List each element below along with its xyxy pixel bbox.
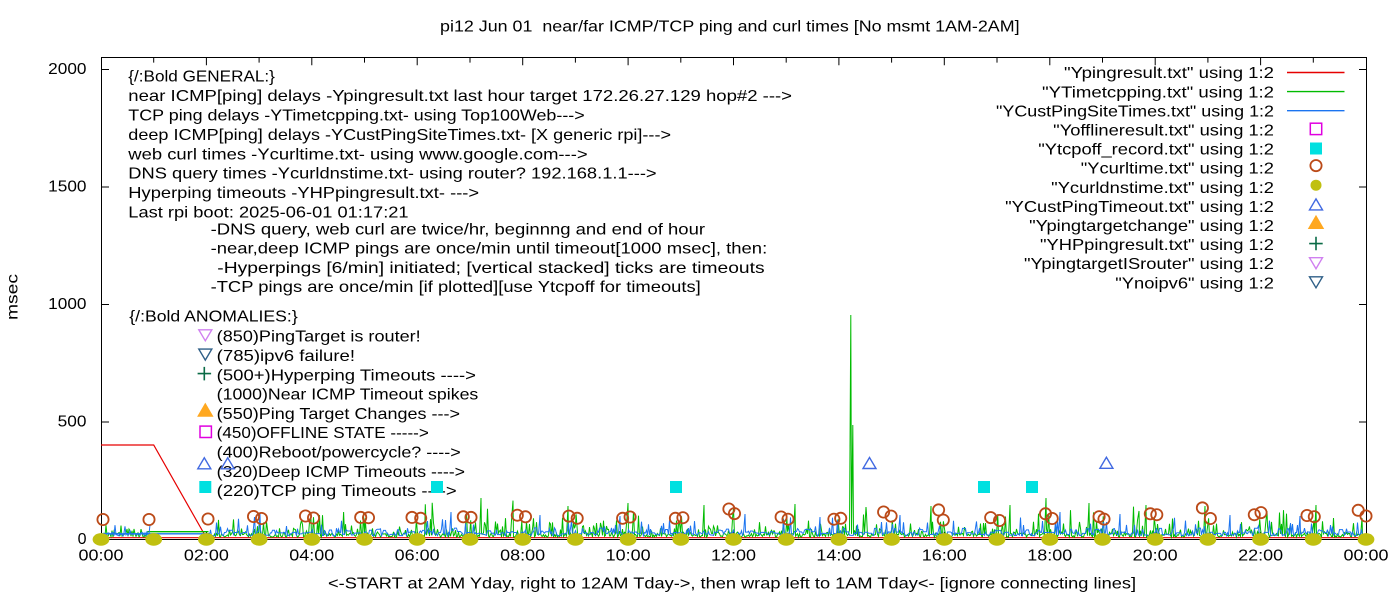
svg-text:(1000)Near ICMP Timeout spikes: (1000)Near ICMP Timeout spikes	[217, 387, 479, 404]
svg-text:2000: 2000	[48, 61, 86, 78]
svg-text:16:00: 16:00	[922, 547, 967, 564]
svg-text:"YCustPingSiteTimes.txt" using: "YCustPingSiteTimes.txt" using 1:2	[996, 103, 1274, 120]
svg-text:(785)ipv6 failure!: (785)ipv6 failure!	[217, 348, 355, 365]
svg-text:DNS query times -Ycurldnstime.: DNS query times -Ycurldnstime.txt- using…	[128, 166, 656, 183]
svg-text:msec: msec	[4, 274, 21, 320]
svg-text:02:00: 02:00	[184, 547, 229, 564]
svg-text:"Ypingresult.txt" using 1:2: "Ypingresult.txt" using 1:2	[1064, 65, 1274, 82]
svg-text:(400)Reboot/powercycle? ---->: (400)Reboot/powercycle? ---->	[217, 445, 461, 462]
svg-text:(850)PingTarget is router!: (850)PingTarget is router!	[217, 329, 421, 346]
svg-text:04:00: 04:00	[289, 547, 334, 564]
svg-text:08:00: 08:00	[500, 547, 545, 564]
svg-text:12:00: 12:00	[711, 547, 756, 564]
svg-text:(450)OFFLINE STATE ----->: (450)OFFLINE STATE ----->	[217, 425, 429, 442]
svg-text:deep ICMP[ping] delays -YCustP: deep ICMP[ping] delays -YCustPingSiteTim…	[128, 127, 671, 144]
svg-text:"Ycurldnstime.txt" using 1:2: "Ycurldnstime.txt" using 1:2	[1051, 180, 1274, 197]
svg-text:{/:Bold ANOMALIES:}: {/:Bold ANOMALIES:}	[129, 308, 298, 325]
svg-text:-DNS query, web curl are twice: -DNS query, web curl are twice/hr, begin…	[211, 221, 706, 238]
svg-text:"YTimetcpping.txt" using 1:2: "YTimetcpping.txt" using 1:2	[1042, 84, 1274, 101]
svg-text:{/:Bold GENERAL:}: {/:Bold GENERAL:}	[128, 69, 275, 86]
svg-text:06:00: 06:00	[395, 547, 440, 564]
svg-text:<-START at 2AM Yday, right to: <-START at 2AM Yday, right to 12AM Tday-…	[328, 575, 1136, 592]
svg-text:1500: 1500	[48, 178, 86, 195]
svg-text:-Hyperpings [6/min] initiated;: -Hyperpings [6/min] initiated; [vertical…	[217, 260, 764, 277]
svg-text:14:00: 14:00	[816, 547, 861, 564]
svg-text:"Ypingtargetchange" using 1:2: "Ypingtargetchange" using 1:2	[1029, 218, 1274, 235]
svg-text:Hyperping timeouts -YHPpingres: Hyperping timeouts -YHPpingresult.txt- -…	[128, 185, 479, 202]
svg-text:1000: 1000	[48, 296, 86, 313]
svg-text:"YpingtargetISrouter" using 1:: "YpingtargetISrouter" using 1:2	[1024, 256, 1274, 273]
svg-text:10:00: 10:00	[606, 547, 651, 564]
svg-text:500: 500	[58, 413, 87, 430]
svg-text:"Ynoipv6" using 1:2: "Ynoipv6" using 1:2	[1115, 275, 1274, 292]
svg-text:22:00: 22:00	[1238, 547, 1283, 564]
svg-text:TCP ping delays -YTimetcpping.: TCP ping delays -YTimetcpping.txt- using…	[128, 108, 584, 125]
svg-text:-TCP pings are once/min [if pl: -TCP pings are once/min [if plotted][use…	[211, 279, 701, 296]
svg-text:"Yofflineresult.txt" using 1:2: "Yofflineresult.txt" using 1:2	[1053, 123, 1274, 140]
svg-text:00:00: 00:00	[1344, 547, 1389, 564]
svg-text:pi12 Jun 01 near/far ICMP/TCP: pi12 Jun 01 near/far ICMP/TCP ping and c…	[440, 18, 1020, 35]
svg-text:(320)Deep ICMP Timeouts ---->: (320)Deep ICMP Timeouts ---->	[217, 464, 465, 481]
svg-text:near ICMP[ping] delays -Ypingr: near ICMP[ping] delays -Ypingresult.txt …	[128, 88, 792, 105]
svg-text:"YHPpingresult.txt" using 1:2: "YHPpingresult.txt" using 1:2	[1040, 237, 1274, 254]
svg-text:0: 0	[78, 531, 87, 548]
svg-text:-near,deep ICMP pings are once: -near,deep ICMP pings are once/min until…	[211, 241, 768, 258]
svg-text:(220)TCP ping Timeouts ---->: (220)TCP ping Timeouts ---->	[217, 483, 457, 500]
svg-text:"Ytcpoff_record.txt" using 1:2: "Ytcpoff_record.txt" using 1:2	[1038, 142, 1274, 159]
svg-text:Last rpi boot: 2025-06-01 01:1: Last rpi boot: 2025-06-01 01:17:21	[128, 205, 408, 222]
svg-text:18:00: 18:00	[1027, 547, 1072, 564]
svg-text:20:00: 20:00	[1133, 547, 1178, 564]
svg-text:00:00: 00:00	[79, 547, 124, 564]
svg-text:"Ycurltime.txt" using 1:2: "Ycurltime.txt" using 1:2	[1081, 161, 1274, 178]
svg-text:(500+)Hyperping Timeouts ---->: (500+)Hyperping Timeouts ---->	[217, 367, 476, 384]
svg-text:web curl times -Ycurltime.txt-: web curl times -Ycurltime.txt- using www…	[127, 146, 587, 163]
svg-text:"YCustPingTimeout.txt" using 1: "YCustPingTimeout.txt" using 1:2	[1005, 199, 1274, 216]
svg-text:(550)Ping Target Changes --->: (550)Ping Target Changes --->	[217, 406, 460, 423]
